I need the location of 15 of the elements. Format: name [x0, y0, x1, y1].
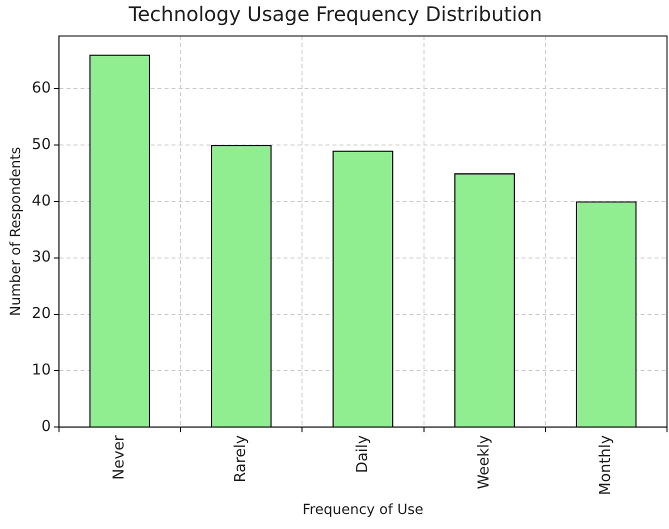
y-axis-title: Number of Respondents [8, 147, 24, 316]
y-tick-label: 0 [41, 417, 51, 436]
y-tick-label: 20 [32, 304, 51, 322]
y-tick-label: 10 [32, 360, 51, 379]
x-tick-label: Weekly [474, 435, 492, 490]
y-tick-label: 40 [32, 191, 51, 210]
chart-title: Technology Usage Frequency Distribution [128, 2, 542, 26]
x-tick-label: Monthly [596, 435, 614, 496]
x-tick-label: Daily [352, 435, 371, 474]
y-tick-label: 60 [32, 78, 51, 96]
x-axis-title: Frequency of Use [302, 502, 424, 518]
x-tick-label: Never [110, 434, 128, 480]
y-tick-label: 30 [32, 248, 51, 266]
y-tick-label: 50 [32, 134, 51, 153]
x-tick-label: Rarely [231, 435, 250, 483]
